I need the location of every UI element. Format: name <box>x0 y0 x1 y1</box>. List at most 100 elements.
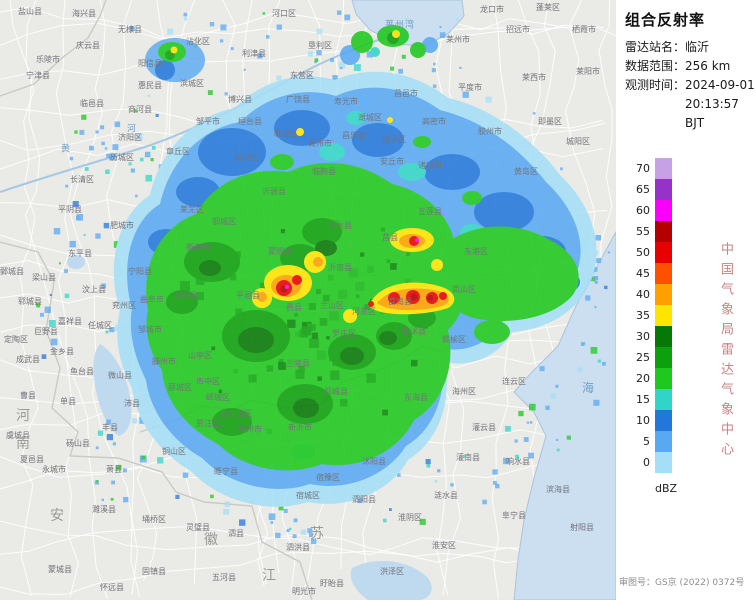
district-label: 金乡县 <box>50 347 74 356</box>
district-label: 兖州区 <box>112 301 136 310</box>
district-label: 高密市 <box>422 117 446 126</box>
hongze-lake <box>350 561 432 600</box>
district-label: 五莲县 <box>418 207 442 216</box>
district-label: 莒南县 <box>388 297 412 306</box>
district-label: 萧县 <box>106 465 122 474</box>
district-label: 招远市 <box>506 25 530 34</box>
district-label: 蒙阴县 <box>268 247 292 256</box>
radar-map: 盐山县 海兴县 无棣县 庆云县 乐陵市 阳信县 沾化区 利津县 河口区 垦利区 东营区 滨城区 博兴县 广… <box>0 0 616 600</box>
district-label: 昌邑市 <box>394 89 418 98</box>
legend-row: 10 <box>628 410 677 431</box>
district-label: 涟水县 <box>434 491 458 500</box>
district-label: 滨海县 <box>546 485 570 494</box>
legend-row: 45 <box>628 263 677 284</box>
district-label: 汶上县 <box>82 285 106 294</box>
district-label: 濉溪县 <box>92 505 116 514</box>
legend-color-cell <box>655 347 672 368</box>
district-label: 任城区 <box>88 321 112 330</box>
legend-color-cell <box>655 158 672 179</box>
district-label: 定陶区 <box>4 335 28 344</box>
district-label: 成武县 <box>16 355 40 364</box>
district-label: 惠民县 <box>138 81 162 90</box>
district-label: 垦利区 <box>308 41 332 50</box>
legend-value: 30 <box>636 330 650 343</box>
district-label: 泗洪县 <box>286 543 310 552</box>
legend-color-cell <box>655 284 672 305</box>
province-label: 徽 <box>204 532 220 548</box>
district-label: 商河县 <box>128 105 152 114</box>
district-label: 东海县 <box>404 393 428 402</box>
district-label: 利津县 <box>242 49 266 58</box>
legend-row: 60 <box>628 200 677 221</box>
district-label: 坊子区 <box>382 135 406 144</box>
district-label: 淮安区 <box>432 541 456 550</box>
district-label: 宿城区 <box>296 491 320 500</box>
district-label: 栖霞市 <box>572 25 596 34</box>
district-label: 峄城区 <box>206 393 230 402</box>
district-label: 埇桥区 <box>142 515 166 524</box>
district-label: 台儿庄区 <box>220 409 252 418</box>
district-label: 盐山县 <box>18 7 42 16</box>
data-range-line: 数据范围：256 km <box>625 59 731 73</box>
district-label: 莱州市 <box>446 35 470 44</box>
legend-value: 40 <box>636 288 650 301</box>
district-label: 砀山县 <box>66 439 90 448</box>
legend-row: 65 <box>628 179 677 200</box>
district-label: 蓬莱区 <box>536 3 560 12</box>
district-label: 薛城区 <box>168 383 192 392</box>
district-label: 邹城市 <box>138 325 162 334</box>
province-border <box>0 241 313 600</box>
legend-value: 45 <box>636 267 650 280</box>
district-label: 沂水县 <box>328 221 352 230</box>
legend-color-cell <box>655 179 672 200</box>
district-label: 嘉祥县 <box>58 317 82 326</box>
legend-color-cell <box>655 452 672 473</box>
district-label: 即墨区 <box>538 117 562 126</box>
legend-color-cell <box>655 389 672 410</box>
legend-value: 70 <box>636 162 650 175</box>
province-label: 河 <box>16 408 32 424</box>
district-label: 岚山区 <box>452 285 476 294</box>
district-label: 长清区 <box>70 175 94 184</box>
district-label: 济阳区 <box>118 133 142 142</box>
province-label: 南 <box>16 436 32 452</box>
legend-color-cell <box>655 305 672 326</box>
district-label: 睢宁县 <box>214 467 238 476</box>
district-label: 临邑县 <box>80 99 104 108</box>
district-label: 洪泽区 <box>380 567 404 576</box>
district-label: 胶州市 <box>478 127 502 136</box>
district-label: 历城区 <box>110 153 134 162</box>
legend-color-cell <box>655 368 672 389</box>
district-label: 临淄区 <box>274 129 298 138</box>
legend-row: 15 <box>628 389 677 410</box>
district-label: 莱芜区 <box>180 205 204 214</box>
district-label: 桓台县 <box>238 117 262 126</box>
district-label: 临朐县 <box>312 167 336 176</box>
district-label: 东港区 <box>464 247 488 256</box>
district-label: 肥城市 <box>110 221 134 230</box>
district-label: 单县 <box>60 397 76 406</box>
district-label: 郓城县 <box>18 297 42 306</box>
district-label: 黄岛区 <box>514 167 538 176</box>
legend-row: 0 <box>628 452 677 473</box>
legend-color-cell <box>655 326 672 347</box>
legend-row: 5 <box>628 431 677 452</box>
district-label: 泗阳县 <box>352 495 376 504</box>
weishan-lake <box>93 344 132 436</box>
legend-value: 65 <box>636 183 650 196</box>
obs-date-line: 观测时间：2024-09-01 <box>625 78 755 92</box>
district-label: 邳州市 <box>238 425 262 434</box>
district-label: 曲阜市 <box>140 295 164 304</box>
legend-color-cell <box>655 221 672 242</box>
district-label: 广饶县 <box>286 95 310 104</box>
district-label: 沭阳县 <box>362 457 386 466</box>
district-label: 微山县 <box>108 371 132 380</box>
district-label: 昌乐县 <box>342 131 366 140</box>
district-label: 梁山县 <box>32 273 56 282</box>
district-label: 泗县 <box>228 529 244 538</box>
dbz-legend: 70 65 60 55 50 45 40 35 30 25 20 15 10 5 0 dBZ <box>628 158 677 495</box>
district-label: 兰陵县 <box>286 359 310 368</box>
district-label: 淄川区 <box>234 153 258 162</box>
info-panel: 组合反射率 雷达站名：临沂 数据范围：256 km 观测时间：2024-09-0… <box>616 0 756 600</box>
